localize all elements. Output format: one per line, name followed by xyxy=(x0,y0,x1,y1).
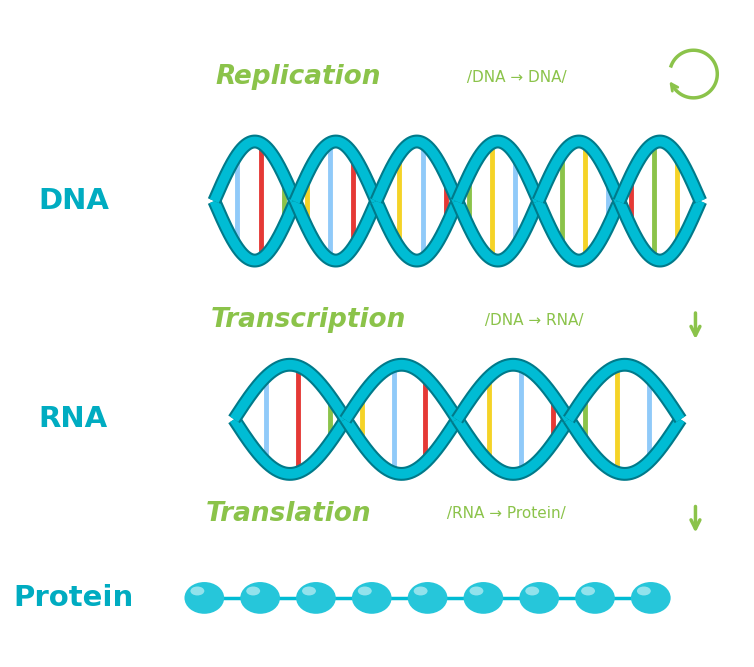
Ellipse shape xyxy=(464,582,503,614)
Text: DNA: DNA xyxy=(38,187,109,215)
Ellipse shape xyxy=(296,582,336,614)
Ellipse shape xyxy=(414,586,428,596)
Ellipse shape xyxy=(631,582,670,614)
Ellipse shape xyxy=(520,582,559,614)
Ellipse shape xyxy=(241,582,280,614)
Ellipse shape xyxy=(352,582,391,614)
Text: /DNA → RNA/: /DNA → RNA/ xyxy=(480,313,584,327)
Ellipse shape xyxy=(358,586,372,596)
Ellipse shape xyxy=(247,586,260,596)
Ellipse shape xyxy=(575,582,615,614)
Text: /DNA → DNA/: /DNA → DNA/ xyxy=(462,69,567,85)
Text: Replication: Replication xyxy=(216,64,382,90)
Text: Protein: Protein xyxy=(14,584,133,612)
Ellipse shape xyxy=(302,586,316,596)
Ellipse shape xyxy=(191,586,204,596)
Ellipse shape xyxy=(581,586,595,596)
Text: Transcription: Transcription xyxy=(211,307,406,333)
Ellipse shape xyxy=(185,582,224,614)
Text: Translation: Translation xyxy=(206,501,372,526)
Text: RNA: RNA xyxy=(38,406,108,434)
Text: /RNA → Protein/: /RNA → Protein/ xyxy=(443,506,566,521)
Ellipse shape xyxy=(408,582,447,614)
Ellipse shape xyxy=(526,586,539,596)
Ellipse shape xyxy=(470,586,483,596)
Ellipse shape xyxy=(637,586,651,596)
